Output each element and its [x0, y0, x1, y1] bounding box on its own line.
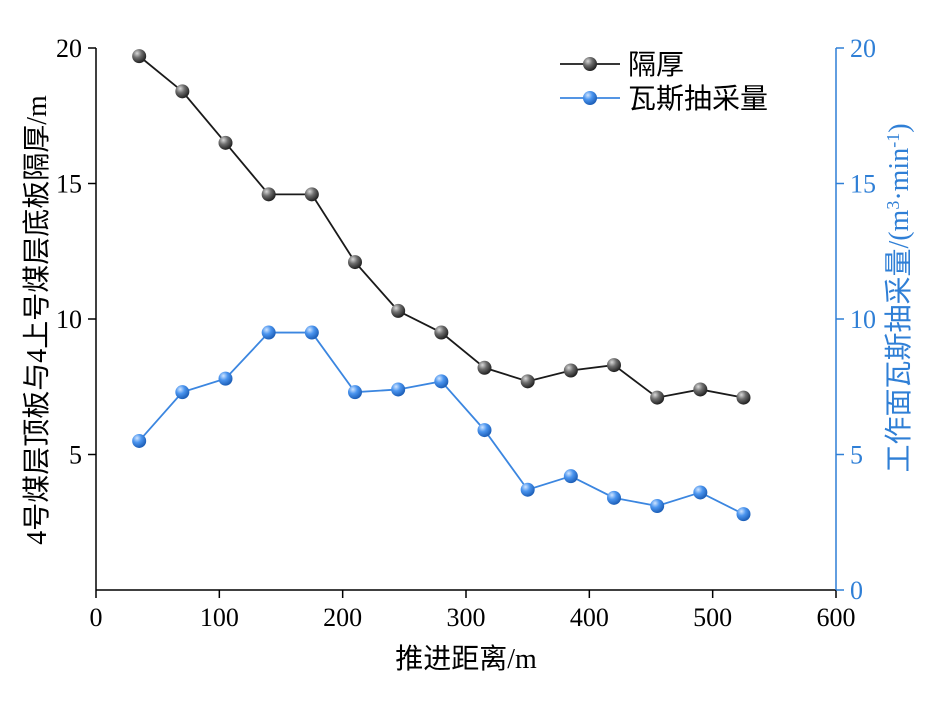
- y-tick-label-right: 10: [850, 305, 876, 334]
- x-tick-label: 600: [817, 603, 856, 632]
- y-tick-label-right: 20: [850, 34, 876, 63]
- data-point-thickness: [650, 390, 665, 405]
- data-point-gas: [650, 498, 665, 513]
- series-layer: [132, 49, 751, 522]
- x-tick-label: 500: [693, 603, 732, 632]
- data-point-thickness: [563, 363, 578, 378]
- data-point-thickness: [736, 390, 751, 405]
- y-axis-title-left: 4号煤层顶板与4上号煤层底板隔厚/m: [21, 95, 53, 545]
- y-tick-label-left: 10: [56, 305, 82, 334]
- y-tick-label-left: 5: [69, 441, 82, 470]
- x-tick-label: 400: [570, 603, 609, 632]
- data-point-gas: [434, 374, 449, 389]
- data-point-thickness: [261, 187, 276, 202]
- data-point-thickness: [434, 325, 449, 340]
- data-point-gas: [607, 490, 621, 505]
- series-line-gas: [138, 331, 744, 515]
- data-point-gas: [693, 485, 708, 500]
- data-point-gas: [261, 325, 276, 340]
- data-point-gas: [391, 382, 406, 397]
- legend-label-thickness: 隔厚: [628, 50, 684, 81]
- data-point-gas: [736, 507, 751, 522]
- y-tick-label-right: 0: [850, 576, 863, 605]
- data-point-gas: [348, 385, 362, 400]
- data-point-thickness: [304, 187, 319, 202]
- data-point-thickness: [477, 360, 492, 375]
- legend-label-gas: 瓦斯抽采量: [628, 83, 768, 115]
- y-tick-label-left: 20: [56, 34, 82, 63]
- data-point-gas: [477, 423, 492, 438]
- data-point-thickness: [218, 135, 233, 150]
- data-point-gas: [175, 385, 190, 400]
- data-point-thickness: [175, 84, 190, 99]
- data-point-thickness: [348, 255, 362, 270]
- data-point-gas: [132, 433, 147, 448]
- x-tick-label: 200: [323, 603, 362, 632]
- y-tick-label-right: 15: [850, 170, 876, 199]
- y-tick-label-right: 5: [850, 441, 863, 470]
- data-point-gas: [218, 371, 233, 386]
- data-point-gas: [563, 469, 578, 484]
- x-axis-title: 推进距离/m: [395, 643, 537, 675]
- data-point-thickness: [693, 382, 708, 397]
- data-point-gas: [520, 482, 535, 497]
- x-tick-label: 300: [447, 603, 486, 632]
- legend: 隔厚 瓦斯抽采量: [560, 50, 768, 115]
- data-point-thickness: [132, 49, 147, 64]
- data-point-thickness: [391, 303, 406, 318]
- data-point-thickness: [607, 358, 621, 373]
- legend-marker-thickness: [583, 57, 597, 71]
- x-tick-label: 100: [200, 603, 239, 632]
- data-point-gas: [304, 325, 319, 340]
- y-axis-title-right: 工作面瓦斯抽采量/(m3·min-1): [883, 123, 915, 472]
- data-point-thickness: [520, 374, 535, 389]
- y-tick-label-left: 15: [56, 170, 82, 199]
- legend-marker-gas: [583, 91, 597, 105]
- x-tick-label: 0: [90, 603, 103, 632]
